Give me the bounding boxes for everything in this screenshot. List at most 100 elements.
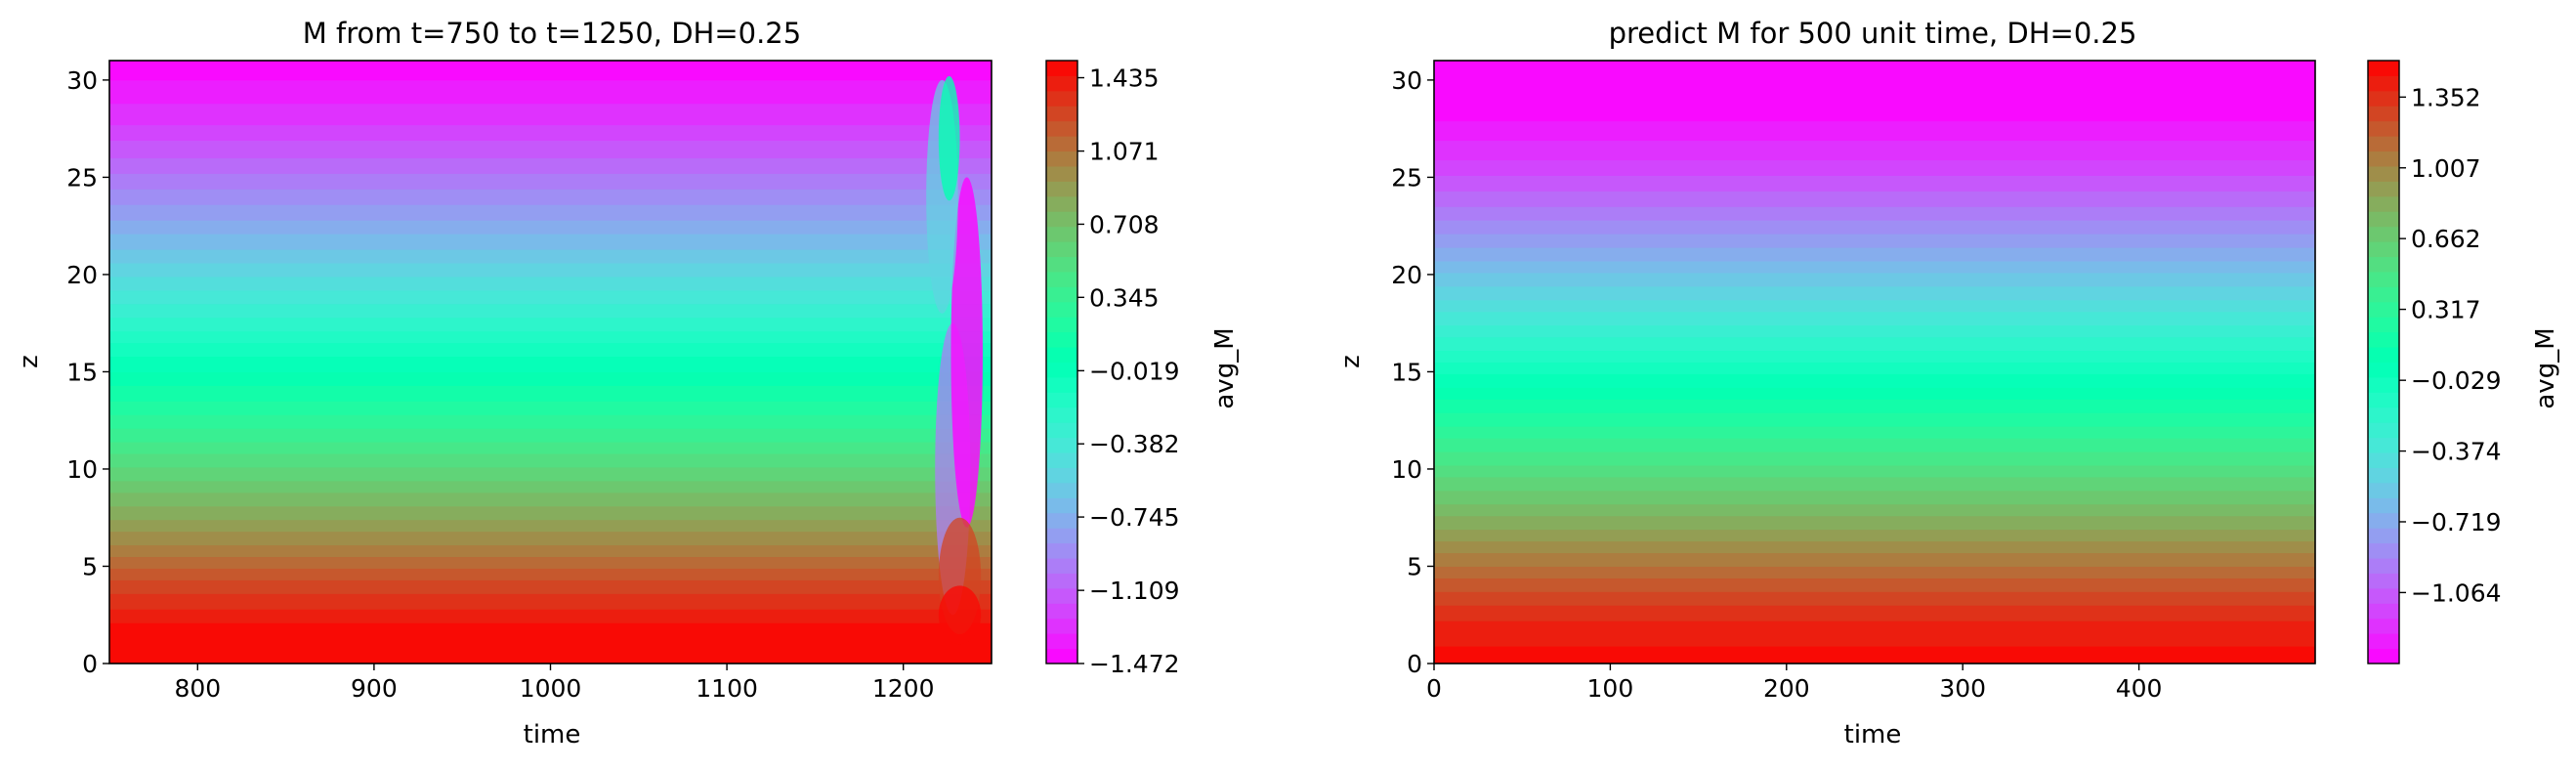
right-contour-plot — [1433, 60, 2316, 664]
colorbar-segment — [1046, 558, 1077, 574]
colorbar-segment — [1046, 150, 1077, 167]
colorbar-segment — [1046, 61, 1077, 76]
left-y-ticks: 0 5 10 15 20 25 30 — [66, 66, 109, 678]
colorbar-segment — [1046, 407, 1077, 423]
colorbar-segment — [2368, 542, 2399, 559]
colorbar-segment — [2368, 528, 2399, 544]
contour-band — [109, 567, 992, 580]
colorbar-segment — [1046, 528, 1077, 544]
y-tick-label: 5 — [82, 552, 98, 580]
right-y-ticks: 0 5 10 15 20 25 30 — [1391, 66, 1434, 678]
contour-band — [109, 188, 992, 205]
colorbar-segment — [1046, 347, 1077, 363]
colorbar-segment — [1046, 165, 1077, 182]
contour-band — [109, 172, 992, 190]
colorbar-segment — [2368, 75, 2399, 92]
y-tick-label: 25 — [66, 163, 98, 192]
y-tick-label: 10 — [66, 455, 98, 484]
colorbar-tick-label: −0.374 — [2411, 438, 2502, 466]
x-tick-label: 0 — [1426, 674, 1442, 703]
contour-band — [1434, 260, 2315, 274]
colorbar-segment — [2368, 211, 2399, 228]
contour-band — [109, 103, 992, 126]
x-tick-label: 300 — [1939, 674, 1986, 703]
y-tick-label: 25 — [1391, 163, 1422, 192]
colorbar-tick-label: −1.472 — [1089, 650, 1180, 678]
colorbar-segment — [1046, 301, 1077, 318]
colorbar-tick-label: 1.007 — [2411, 154, 2481, 183]
colorbar-segment — [1046, 603, 1077, 620]
colorbar-tick-label: 1.071 — [1089, 138, 1160, 166]
contour-band — [109, 203, 992, 221]
colorbar-segment — [1046, 618, 1077, 634]
contour-band — [109, 233, 992, 250]
right-colorbar-label: avg_M — [2531, 327, 2560, 408]
colorbar-segment — [1046, 181, 1077, 197]
contour-band — [109, 505, 992, 521]
right-chart-title: predict M for 500 unit time, DH=0.25 — [1609, 17, 2137, 50]
colorbar-tick-label: −0.382 — [1089, 430, 1180, 458]
contour-band — [1434, 246, 2315, 262]
contour-band — [1434, 476, 2315, 492]
colorbar-segment — [2368, 256, 2399, 273]
colorbar-segment — [2368, 497, 2399, 514]
contour-band — [1434, 490, 2315, 505]
colorbar-segment — [2368, 241, 2399, 258]
contour-band — [1434, 219, 2315, 235]
colorbar-segment — [2368, 165, 2399, 182]
colorbar-segment — [1046, 392, 1077, 408]
colorbar-segment — [2368, 120, 2399, 137]
contour-band — [109, 342, 992, 358]
contour-anomaly — [938, 585, 982, 645]
colorbar-segment — [1046, 226, 1077, 242]
y-tick-label: 30 — [1391, 66, 1422, 95]
contour-band — [109, 262, 992, 278]
colorbar-tick-label: −1.109 — [1089, 577, 1180, 605]
contour-band — [1434, 604, 2315, 621]
contour-band — [109, 289, 992, 305]
contour-band — [109, 356, 992, 372]
colorbar-segment — [2368, 392, 2399, 408]
colorbar-segment — [1046, 120, 1077, 137]
colorbar-segment — [2368, 271, 2399, 287]
contour-band — [1434, 311, 2315, 326]
contour-band — [1434, 285, 2315, 301]
contour-band — [109, 276, 992, 291]
colorbar-segment — [1046, 512, 1077, 529]
contour-band — [109, 413, 992, 429]
colorbar-segment — [2368, 633, 2399, 650]
colorbar-tick-label: 1.352 — [2411, 83, 2481, 111]
contour-band — [1434, 174, 2315, 192]
colorbar-segment — [1046, 648, 1077, 664]
contour-band — [1434, 159, 2315, 176]
right-colorbar-ticks: 1.352 1.007 0.662 0.317 −0.029 −0.374 −0.719 −1… — [2399, 83, 2502, 607]
colorbar-segment — [1046, 633, 1077, 650]
contour-band — [1434, 437, 2315, 452]
contour-band — [109, 330, 992, 344]
left-colorbar — [1045, 60, 1078, 664]
contour-band — [109, 452, 992, 468]
contour-band — [1434, 565, 2315, 578]
contour-band — [109, 248, 992, 264]
contour-band — [1434, 515, 2315, 531]
colorbar-segment — [1046, 452, 1077, 468]
colorbar-segment — [1046, 437, 1077, 453]
left-contour-plot — [108, 60, 992, 664]
left-chart-title: M from t=750 to t=1250, DH=0.25 — [303, 17, 801, 50]
colorbar-segment — [2368, 195, 2399, 212]
contour-band — [1434, 450, 2315, 466]
contour-band — [1434, 577, 2315, 592]
colorbar-segment — [1046, 542, 1077, 559]
y-tick-label: 0 — [82, 650, 98, 678]
contour-band — [109, 519, 992, 533]
contour-band — [1434, 140, 2315, 161]
colorbar-tick-label: −1.064 — [2411, 578, 2502, 607]
y-tick-label: 5 — [1407, 552, 1422, 580]
colorbar-tick-label: 0.708 — [1089, 210, 1160, 238]
contour-band — [109, 578, 992, 594]
contour-band — [1434, 336, 2315, 352]
contour-band — [1434, 61, 2315, 122]
colorbar-segment — [1046, 317, 1077, 333]
right-x-ticks: 0 100 200 300 400 — [1426, 664, 2162, 703]
